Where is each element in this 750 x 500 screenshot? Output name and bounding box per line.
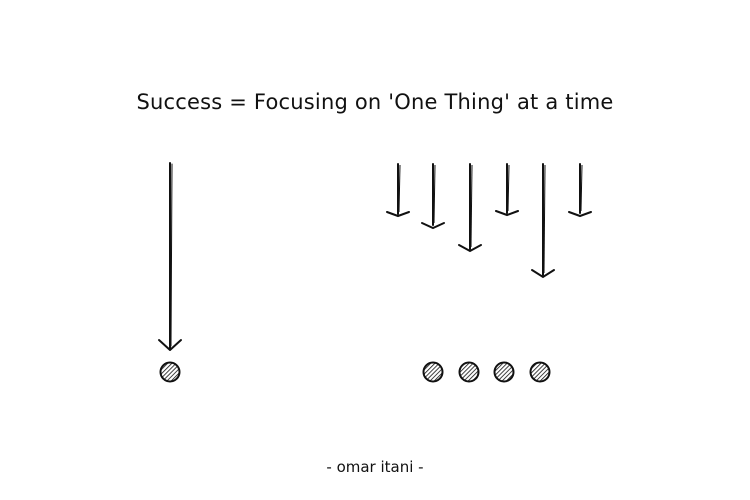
author-credit: - omar itani - xyxy=(326,458,424,476)
scattered-arrow-3 xyxy=(458,163,482,253)
scattered-arrow-4 xyxy=(495,163,519,217)
scattered-target-dot-3 xyxy=(493,361,515,383)
scattered-arrow-5 xyxy=(531,163,555,279)
focused-target-dot xyxy=(159,361,181,383)
scattered-target-dot-2 xyxy=(458,361,480,383)
scattered-arrow-6 xyxy=(568,163,592,218)
scattered-target-dot-4 xyxy=(529,361,551,383)
scattered-arrow-2 xyxy=(421,163,445,230)
title: Success = Focusing on 'One Thing' at a t… xyxy=(136,90,614,114)
focused-arrow xyxy=(158,162,182,351)
scattered-target-dot-1 xyxy=(422,361,444,383)
scattered-arrow-1 xyxy=(386,163,410,218)
